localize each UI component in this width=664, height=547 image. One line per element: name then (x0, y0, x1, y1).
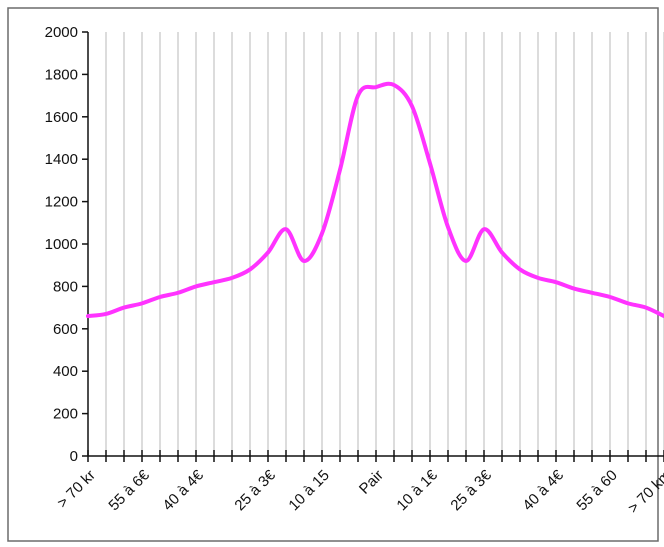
series-line (86, 81, 664, 319)
data-point (356, 94, 360, 98)
data-point (428, 161, 432, 165)
data-point (626, 301, 630, 305)
data-point (158, 295, 162, 299)
data-point (266, 250, 270, 254)
y-tick-label: 0 (70, 448, 78, 465)
chart-frame (7, 7, 659, 542)
data-point (572, 287, 576, 291)
data-point (86, 314, 90, 318)
data-point (410, 104, 414, 108)
data-point (320, 231, 324, 235)
y-tick-label: 1400 (45, 151, 78, 168)
data-point (464, 259, 468, 263)
y-tick-label: 800 (53, 278, 78, 295)
data-point (212, 280, 216, 284)
data-point (338, 168, 342, 172)
data-point (284, 227, 288, 231)
data-point (500, 250, 504, 254)
data-point (140, 301, 144, 305)
data-point (122, 306, 126, 310)
axis-layer (82, 31, 664, 462)
y-tick-label: 1200 (45, 194, 78, 211)
data-point (392, 83, 396, 87)
y-tick-label: 600 (53, 321, 78, 338)
y-tick-label: 200 (53, 406, 78, 423)
data-point (590, 291, 594, 295)
data-point (302, 259, 306, 263)
data-point (230, 276, 234, 280)
data-point (554, 280, 558, 284)
data-point (608, 295, 612, 299)
y-tick-label: 1000 (45, 236, 78, 253)
data-point (104, 312, 108, 316)
y-tick-label: 400 (53, 363, 78, 380)
data-point (446, 225, 450, 229)
y-tick-label: 1600 (45, 109, 78, 126)
data-point (644, 306, 648, 310)
data-point (536, 276, 540, 280)
y-tick-label: 1800 (45, 66, 78, 83)
data-point (374, 85, 378, 89)
data-point (194, 284, 198, 288)
data-point (518, 267, 522, 271)
data-point (176, 291, 180, 295)
data-point (248, 267, 252, 271)
data-point (482, 227, 486, 231)
y-tick-label: 2000 (45, 24, 78, 41)
series-layer (86, 81, 664, 319)
